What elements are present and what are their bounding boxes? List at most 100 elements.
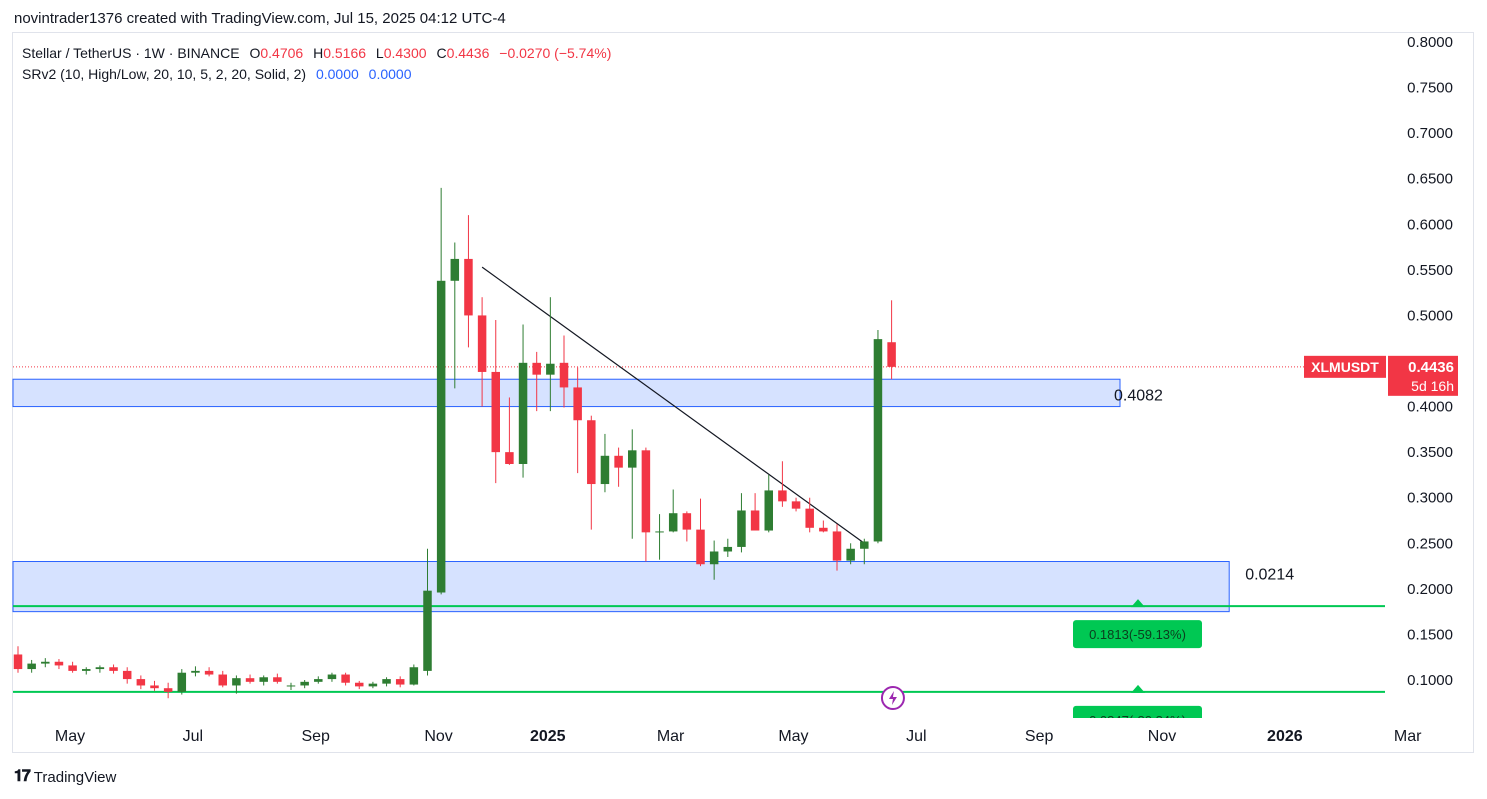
candle-body[interactable] [819,527,828,532]
candle-body[interactable] [805,508,814,528]
candle-body[interactable] [177,672,187,692]
symbol-badge[interactable] [1304,355,1386,378]
candle-body[interactable] [423,590,432,671]
candle-body[interactable] [737,510,746,547]
candle-body[interactable] [54,661,64,666]
candle-body[interactable] [382,679,391,684]
candle-body[interactable] [655,531,664,533]
x-tick-label: Mar [1394,728,1422,745]
y-tick-label: 0.2500 [1407,535,1453,552]
y-tick-label: 0.8000 [1407,34,1453,51]
candle-body[interactable] [82,669,91,671]
x-tick-label: 2026 [1267,728,1303,745]
y-tick-label: 0.7500 [1407,80,1453,97]
time-axis-band [13,718,1385,752]
symbol-legend[interactable]: Stellar / TetherUS · 1W · BINANCE O0.470… [22,45,611,61]
zone-label-0: 0.4082 [1114,388,1163,405]
candle-body[interactable] [682,513,692,530]
candle-body[interactable] [259,677,268,682]
close-value: 0.4436 [446,45,490,61]
candle-body[interactable] [791,501,801,509]
high-value: 0.5166 [323,45,367,61]
sr-zone-1[interactable] [12,561,1230,613]
candle-body[interactable] [27,663,36,670]
candle-body[interactable] [750,510,760,531]
candle-body[interactable] [204,670,214,675]
footer-brand: TradingView [33,768,117,786]
candle-body[interactable] [532,362,541,375]
candle-body[interactable] [491,371,501,453]
candle-body[interactable] [518,362,528,464]
candle-body[interactable] [163,688,173,692]
y-tick-label: 0.2000 [1407,581,1453,598]
change-value: −0.0270 (−5.74%) [499,45,612,61]
candle-body[interactable] [68,665,77,671]
candle-body[interactable] [709,551,719,565]
candle-body[interactable] [191,670,200,673]
candle-body[interactable] [723,546,733,552]
candle-body[interactable] [614,455,623,468]
y-tick-label: 0.1000 [1407,672,1453,689]
candle-body[interactable] [573,387,582,421]
symbol-title: Stellar / TetherUS · 1W · BINANCE [22,45,240,61]
candle-body[interactable] [341,674,350,683]
candle-body[interactable] [832,531,842,561]
candle-body[interactable] [314,679,323,682]
x-tick-label: Mar [657,728,685,745]
lightning-bolt-icon [888,691,897,705]
candle-body[interactable] [300,681,309,686]
support-label-box[interactable] [1073,620,1202,649]
y-tick-label: 0.5000 [1407,307,1453,324]
candle-body[interactable] [860,541,869,549]
candle-body[interactable] [477,315,487,372]
candle-body[interactable] [273,677,282,682]
candle-body[interactable] [232,678,241,686]
candle-body[interactable] [873,339,883,542]
candle-body[interactable] [668,513,678,532]
candle-body[interactable] [95,667,105,670]
price-badge[interactable] [1388,355,1458,396]
candle-body[interactable] [505,452,514,464]
y-tick-label: 0.4000 [1407,399,1453,416]
candle-body[interactable] [696,529,705,565]
candle-body[interactable] [546,363,555,375]
candle-body[interactable] [395,679,405,685]
candle-body[interactable] [122,670,132,680]
candle-body[interactable] [245,678,255,682]
tradingview-logo-icon: 𝟏𝟕 [14,768,31,785]
candle-body[interactable] [587,420,596,485]
candle-body[interactable] [436,280,446,593]
candle-body[interactable] [218,674,228,686]
candle-body[interactable] [628,450,637,468]
candle-body[interactable] [136,679,146,686]
candle-body[interactable] [41,661,50,664]
candle-body[interactable] [150,685,159,689]
x-tick-label: 2025 [530,728,566,745]
candle-body[interactable] [778,490,787,502]
candle-body[interactable] [887,342,896,367]
support-label-text: 0.1813(-59.13%) [1089,627,1186,642]
candle-body[interactable] [846,548,855,561]
candle-body[interactable] [641,450,651,533]
candle-body[interactable] [355,682,364,687]
candle-body[interactable] [450,258,460,281]
candle-body[interactable] [764,490,774,531]
indicator-legend[interactable]: SRv2 (10, High/Low, 20, 10, 5, 2, 20, So… [22,66,412,82]
candle-body[interactable] [559,362,569,388]
trend-line[interactable] [481,266,865,544]
candle-body[interactable] [109,667,118,671]
candle-body[interactable] [600,455,610,485]
footer[interactable]: 𝟏𝟕 TradingView [14,768,116,786]
candle-body[interactable] [13,654,23,670]
y-tick-label: 0.6500 [1407,171,1453,188]
support-marker-icon [1131,599,1145,608]
candle-body[interactable] [368,683,378,687]
y-tick-label: 0.1500 [1407,626,1453,643]
price-badge-value: 0.4436 [1408,359,1454,376]
indicator-title: SRv2 (10, High/Low, 20, 10, 5, 2, 20, So… [22,66,307,82]
candle-body[interactable] [286,685,296,687]
candle-body[interactable] [464,258,473,316]
candle-body[interactable] [327,674,337,680]
candle-body[interactable] [409,667,419,685]
